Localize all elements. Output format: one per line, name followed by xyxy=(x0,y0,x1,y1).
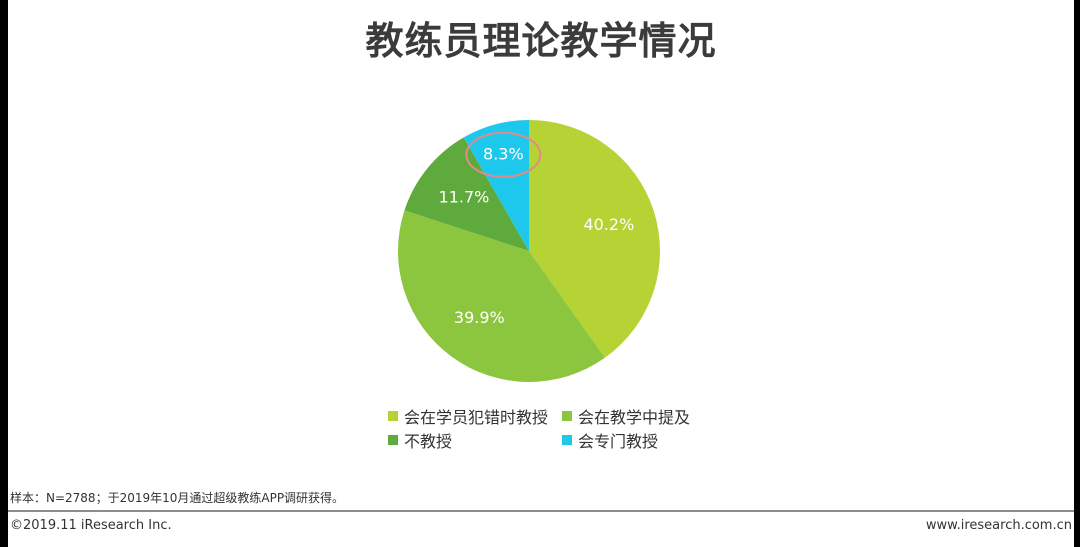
pie-chart: 40.2% 39.9% 11.7% 8.3% xyxy=(398,120,661,382)
copyright: ©2019.11 iResearch Inc. xyxy=(10,518,172,533)
legend-swatch-2 xyxy=(388,435,398,445)
legend-label-1: 会在教学中提及 xyxy=(578,408,691,427)
highlight-ellipse xyxy=(465,131,542,178)
pie-labels: 40.2% 39.9% 11.7% 8.3% xyxy=(439,144,635,327)
legend-item-0: 会在学员犯错时教授 xyxy=(388,404,548,428)
source-note: 样本：N=2788；于2019年10月通过超级教练APP调研获得。 xyxy=(10,491,345,505)
footer-divider xyxy=(8,510,1074,512)
pie-label-1: 39.9% xyxy=(454,308,505,327)
legend-item-3: 会专门教授 xyxy=(562,428,658,452)
legend-swatch-1 xyxy=(562,411,572,421)
legend-label-3: 会专门教授 xyxy=(578,432,659,451)
pie-slice-2 xyxy=(404,137,529,251)
pie-slice-0 xyxy=(529,120,661,358)
legend-item-2: 不教授 xyxy=(388,428,452,452)
pie-label-0: 40.2% xyxy=(583,215,634,234)
legend-swatch-0 xyxy=(388,411,398,421)
pie-slices xyxy=(398,120,661,382)
pie-slice-1 xyxy=(398,210,605,382)
legend-swatch-3 xyxy=(562,435,572,445)
legend-label-0: 会在学员犯错时教授 xyxy=(404,408,549,427)
website-link[interactable]: www.iresearch.com.cn xyxy=(925,518,1072,533)
legend-label-2: 不教授 xyxy=(404,432,453,451)
legend-item-1: 会在教学中提及 xyxy=(562,404,690,428)
pie-label-2: 11.7% xyxy=(439,188,490,207)
slide: 教练员理论教学情况 40.2% 39.9% 11.7% 8.3% 会在学员犯错时教授 … xyxy=(8,0,1074,547)
pie-slice-3 xyxy=(463,120,529,251)
chart-title: 教练员理论教学情况 xyxy=(365,19,717,63)
pie-label-3: 8.3% xyxy=(483,144,524,163)
